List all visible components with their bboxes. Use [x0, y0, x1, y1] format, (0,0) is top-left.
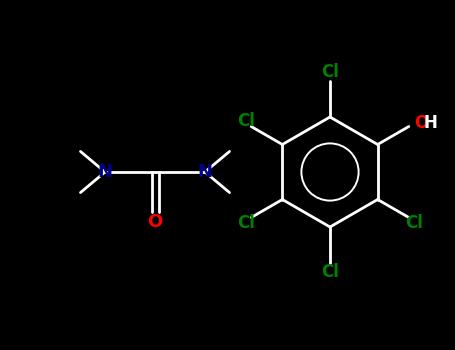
Text: O: O [414, 113, 428, 132]
Text: O: O [147, 213, 162, 231]
Text: H: H [424, 113, 438, 132]
Text: N: N [97, 163, 112, 181]
Text: Cl: Cl [405, 214, 423, 231]
Text: Cl: Cl [237, 214, 255, 231]
Text: Cl: Cl [321, 263, 339, 281]
Text: Cl: Cl [321, 63, 339, 81]
Text: Cl: Cl [237, 112, 255, 131]
Text: N: N [197, 163, 212, 181]
